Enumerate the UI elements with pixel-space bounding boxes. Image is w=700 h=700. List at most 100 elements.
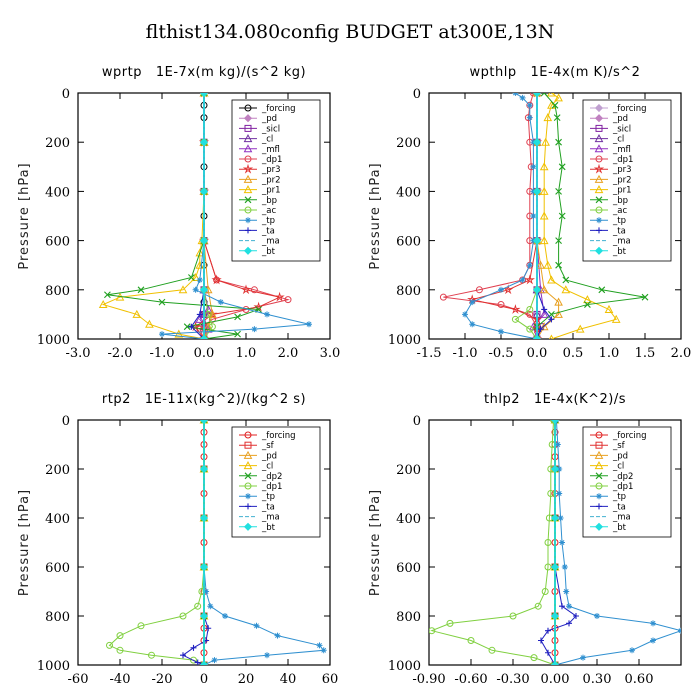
legend-label: _pd bbox=[612, 114, 628, 124]
panel-title: wpthlp 1E-4x(m K)/s^2 bbox=[470, 65, 641, 80]
series-pr1-point bbox=[561, 285, 571, 294]
y-tick-label: 1000 bbox=[388, 333, 421, 348]
series-tp-point bbox=[159, 331, 165, 338]
x-tick-label: 1.0 bbox=[236, 346, 257, 361]
series-pr1-point bbox=[611, 314, 621, 323]
series-tp-point bbox=[217, 299, 224, 306]
y-tick-label: 200 bbox=[45, 136, 70, 151]
legend-marker-series-forcing bbox=[595, 431, 603, 439]
legend-label: _ta bbox=[612, 226, 626, 236]
legend-label: _ta bbox=[261, 226, 275, 236]
series-tp-point bbox=[526, 114, 533, 121]
legend-label: _cl bbox=[612, 462, 624, 472]
series-ta-point bbox=[537, 326, 544, 333]
series-tp-point bbox=[650, 620, 656, 627]
series-bt-point bbox=[532, 236, 542, 245]
series-tp-point bbox=[594, 613, 600, 619]
y-tick-label: 1000 bbox=[388, 659, 421, 674]
legend-marker-series-ta bbox=[245, 503, 251, 510]
legend-marker-series-pd bbox=[594, 114, 604, 123]
series-pr1-point bbox=[547, 93, 556, 97]
y-tick-label: 600 bbox=[45, 235, 70, 250]
series-bp-point bbox=[104, 291, 111, 299]
series-bp-point bbox=[562, 276, 570, 284]
series-pr3-point bbox=[503, 284, 514, 295]
series-ta-point bbox=[545, 649, 551, 656]
series-dp1-point bbox=[530, 654, 538, 662]
series-bt-point bbox=[199, 420, 209, 425]
series-ta-point bbox=[180, 652, 186, 659]
legend-marker-series-forcing bbox=[244, 104, 252, 112]
series-pr1-point bbox=[539, 186, 549, 195]
legend-label: _pr3 bbox=[261, 165, 281, 175]
legend-marker-series-pd bbox=[243, 450, 253, 459]
series-tp-point bbox=[316, 642, 323, 649]
y-tick-label: 400 bbox=[45, 185, 70, 200]
series-pr1-point bbox=[541, 137, 550, 146]
legend-marker-series-bt bbox=[594, 246, 604, 255]
series-pr3-point bbox=[524, 274, 535, 285]
series-pr1-point bbox=[604, 304, 614, 313]
series-bt-point bbox=[199, 513, 209, 523]
y-tick-label: 400 bbox=[45, 512, 70, 527]
series-ac-point bbox=[511, 315, 519, 323]
series-tp-point bbox=[530, 213, 537, 219]
legend-marker-series-tp bbox=[245, 493, 251, 500]
series-tp-point bbox=[469, 321, 476, 328]
legend-label: _dp1 bbox=[261, 155, 282, 165]
legend-label: _pd bbox=[261, 114, 277, 124]
series-tp-point bbox=[274, 632, 281, 639]
series-bp-point bbox=[558, 212, 566, 220]
series-bt-point bbox=[532, 285, 542, 294]
series-tp-point bbox=[559, 539, 565, 546]
legend-marker-series-dp1 bbox=[595, 155, 603, 163]
series-dp1-point bbox=[467, 637, 475, 644]
legend-marker-series-sf bbox=[244, 441, 252, 449]
legend-marker-series-ta bbox=[245, 227, 251, 234]
series-ta-point bbox=[559, 603, 565, 610]
x-tick-label: -1.0 bbox=[149, 346, 174, 361]
series-dp1-point bbox=[429, 627, 436, 635]
series-dp1-point bbox=[190, 656, 197, 664]
legend-label: _ta bbox=[261, 502, 275, 512]
series-bp-point bbox=[555, 261, 562, 269]
series-bp-point bbox=[188, 274, 195, 281]
series-tp-point bbox=[629, 647, 635, 654]
legend: _forcing_pd_sicl_cl_mfl_dp1_pr3_pr2_pr1_… bbox=[582, 99, 672, 262]
legend-marker-series-ta bbox=[596, 227, 602, 234]
series-dp1-point bbox=[106, 641, 113, 649]
legend-label: _cl bbox=[612, 135, 624, 145]
legend-label: _pr2 bbox=[261, 175, 281, 185]
legend-marker-series-cl bbox=[594, 134, 604, 143]
y-tick-label: 0 bbox=[62, 87, 70, 102]
legend: _forcing_sf_pd_cl_dp2_dp1_tp_ta_ma_bt bbox=[231, 426, 321, 538]
series-tp-point bbox=[203, 588, 210, 595]
series-pr1-point bbox=[98, 300, 108, 309]
legend-label: _bt bbox=[261, 247, 276, 257]
legend-label: _ma bbox=[261, 513, 280, 523]
legend-label: _forcing bbox=[261, 104, 296, 114]
legend-label: _ma bbox=[261, 237, 280, 247]
series-tp-point bbox=[498, 328, 504, 335]
legend-label: _bt bbox=[261, 523, 276, 533]
series-tp-point bbox=[264, 311, 270, 318]
x-tick-label: -0.5 bbox=[488, 346, 513, 361]
series-pr1-point bbox=[145, 319, 154, 328]
y-tick-label: 800 bbox=[45, 610, 70, 625]
y-tick-label: 600 bbox=[396, 235, 421, 250]
y-axis-label: Pressure [hPa] bbox=[368, 162, 383, 269]
series-group bbox=[106, 420, 327, 665]
series-pr3-point bbox=[253, 301, 264, 312]
series-ta-point bbox=[545, 627, 551, 634]
legend-marker-series-pr3 bbox=[593, 163, 605, 174]
series-pr1-point bbox=[554, 93, 563, 102]
series-tp-point bbox=[526, 262, 533, 269]
series-dp1-point bbox=[541, 588, 549, 595]
legend-label: _ac bbox=[612, 206, 627, 216]
x-tick-label: 0.5 bbox=[563, 346, 584, 361]
legend-marker-series-bt bbox=[243, 522, 253, 531]
legend-label: _bp bbox=[261, 196, 277, 206]
series-bt-point bbox=[550, 562, 560, 572]
legend-marker-series-bt bbox=[243, 246, 253, 255]
series-pr1-point bbox=[543, 113, 553, 122]
